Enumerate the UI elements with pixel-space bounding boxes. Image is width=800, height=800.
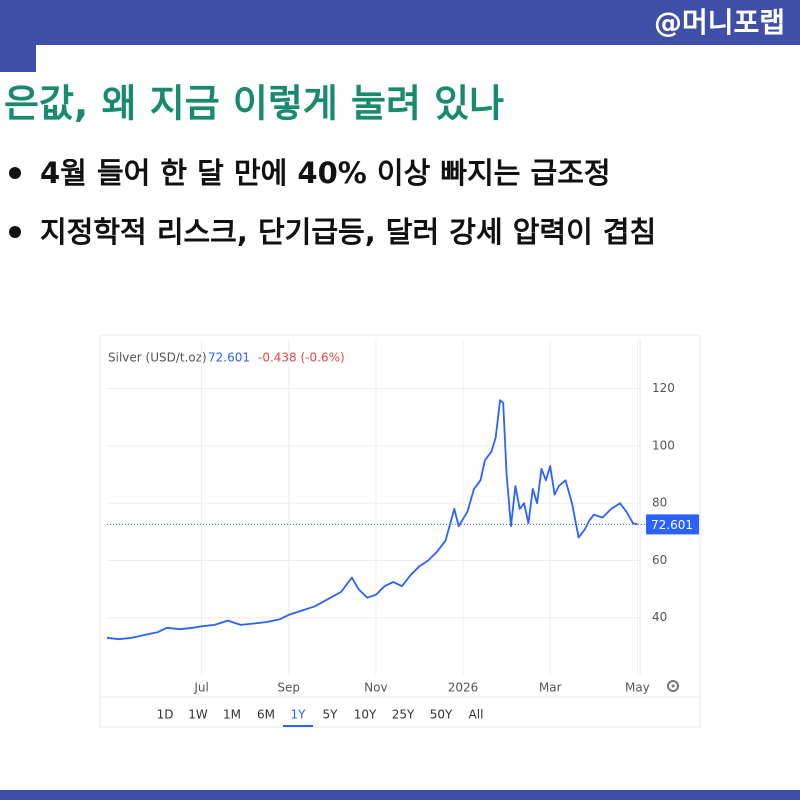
x-tick-label: Nov [364, 681, 387, 695]
x-tick-label: Jul [193, 681, 208, 695]
brand: @머니포랩 [654, 6, 785, 39]
bullet-dot [9, 226, 21, 238]
y-tick-label: 80 [652, 496, 667, 510]
legend-label: Silver (USD/t.oz) [108, 351, 207, 365]
price-line [106, 399, 638, 641]
range-button[interactable]: All [469, 708, 484, 722]
chart-frame [99, 334, 701, 728]
x-tick-label: 2026 [448, 681, 479, 695]
y-tick-label: 60 [652, 553, 667, 567]
range-button[interactable]: 6M [257, 708, 275, 722]
top-band-corner [0, 0, 36, 72]
x-tick-label: Mar [539, 681, 562, 695]
x-tick-label: May [625, 681, 650, 695]
y-tick-label: 40 [652, 610, 667, 624]
last-price: 72.601 [208, 351, 250, 365]
range-button[interactable]: 5Y [323, 708, 339, 722]
top-band [0, 0, 800, 45]
bullet: 4월 들어 한 달 만에 40% 이상 빠지는 급조정 [40, 156, 611, 190]
range-button[interactable]: 1W [188, 708, 208, 722]
range-button[interactable]: 1Y [291, 708, 307, 722]
settings-icon[interactable] [667, 680, 679, 692]
bullet: 지정학적 리스크, 단기급등, 달러 강세 압력이 겹침 [40, 215, 656, 249]
y-tick-label: 100 [652, 438, 675, 452]
bottom-band [0, 790, 800, 800]
range-button[interactable]: 1D [157, 708, 174, 722]
y-tick-label: 120 [652, 381, 675, 395]
range-button[interactable]: 1M [223, 708, 241, 722]
range-button[interactable]: 10Y [354, 708, 377, 722]
x-tick-label: Sep [277, 681, 300, 695]
last-price-tag-label: 72.601 [651, 518, 693, 532]
slide-title: 은값, 왜 지금 이렇게 눌려 있나 [4, 82, 504, 126]
range-button[interactable]: 25Y [392, 708, 415, 722]
price-change: -0.438 (-0.6%) [258, 351, 345, 365]
bullet-dot [9, 167, 21, 179]
last-price-tag [646, 514, 699, 535]
range-button[interactable]: 50Y [430, 708, 453, 722]
